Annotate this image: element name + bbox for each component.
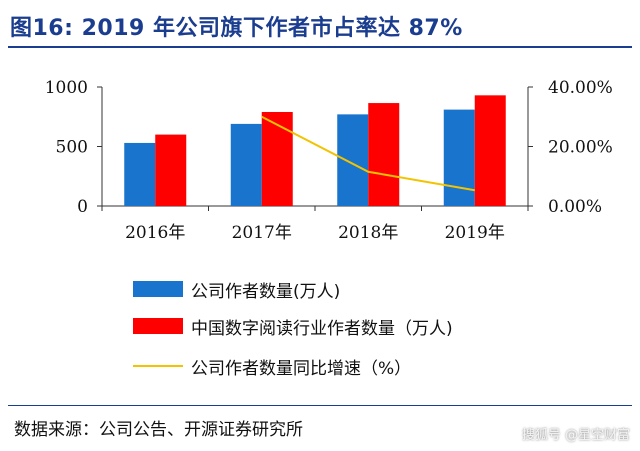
bar-company-authors xyxy=(230,123,262,206)
legend-swatch-yellow-line xyxy=(133,365,183,367)
bar-industry-authors xyxy=(155,134,187,206)
legend-swatch-red xyxy=(133,318,183,334)
bar-company-authors xyxy=(443,109,475,206)
chart-bars xyxy=(124,95,506,206)
y-right-tick-label: 40.00% xyxy=(548,78,613,98)
y-left-tick-label: 500 xyxy=(56,138,88,158)
bar-industry-authors xyxy=(261,111,293,206)
chart-growth-line xyxy=(261,115,475,192)
chart-tick-labels: 0 500 1000 0.00% 20.00% 40.00% 2016年 2017年 2018年… xyxy=(45,78,613,243)
bar-industry-authors xyxy=(368,103,400,206)
bar-company-authors xyxy=(337,114,369,206)
source-note: 数据来源：公司公告、开源证券研究所 xyxy=(14,420,303,440)
legend-item-industry-authors: 中国数字阅读行业作者数量（万人) xyxy=(133,314,453,339)
x-tick-label: 2016年 xyxy=(125,223,185,243)
watermark: 搜狐号 @星空财富 xyxy=(521,428,630,443)
legend-label: 公司作者数量(万人) xyxy=(191,281,341,302)
y-right-tick-label: 0.00% xyxy=(548,197,602,217)
title-divider xyxy=(8,46,632,48)
bar-industry-authors xyxy=(474,95,506,206)
y-left-tick-label: 1000 xyxy=(45,78,88,98)
x-tick-label: 2018年 xyxy=(338,223,398,243)
chart-title: 图16: 2019 年公司旗下作者市占率达 87% xyxy=(10,16,463,41)
source-divider xyxy=(8,405,632,406)
chart-plot: 0 500 1000 0.00% 20.00% 40.00% 2016年 2017年 2018年… xyxy=(45,78,613,243)
legend-label: 公司作者数量同比增速（%） xyxy=(191,358,412,379)
legend-item-growth-rate: 公司作者数量同比增速（%） xyxy=(133,354,412,379)
bar-company-authors xyxy=(124,142,156,206)
legend-item-company-authors: 公司作者数量(万人) xyxy=(133,277,341,302)
y-left-tick-label: 0 xyxy=(77,197,88,217)
legend-swatch-blue xyxy=(133,281,183,297)
y-right-tick-label: 20.00% xyxy=(548,138,613,158)
legend-label: 中国数字阅读行业作者数量（万人) xyxy=(191,318,453,339)
x-tick-label: 2017年 xyxy=(232,223,292,243)
x-tick-label: 2019年 xyxy=(445,223,505,243)
growth-rate-line xyxy=(261,115,475,192)
